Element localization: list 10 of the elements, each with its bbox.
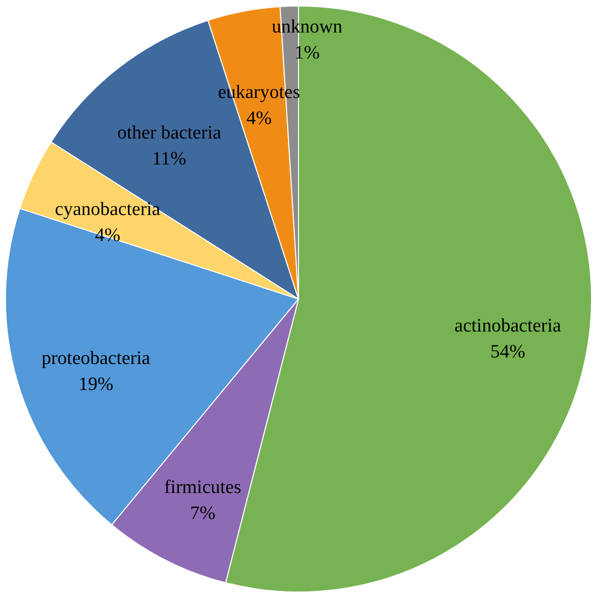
slice-label: cyanobacteria bbox=[54, 199, 161, 220]
data-label: 4% bbox=[246, 108, 272, 129]
slice-label: actinobacteria bbox=[454, 315, 562, 336]
data-label: 54% bbox=[490, 341, 526, 362]
data-label: 7% bbox=[190, 502, 216, 524]
slice-label: proteobacteria bbox=[42, 348, 151, 369]
slice-label: firmicutes bbox=[164, 476, 242, 498]
data-label: 19% bbox=[78, 374, 114, 395]
slice-label: other bacteria bbox=[117, 122, 222, 144]
data-label: 11% bbox=[152, 148, 186, 170]
